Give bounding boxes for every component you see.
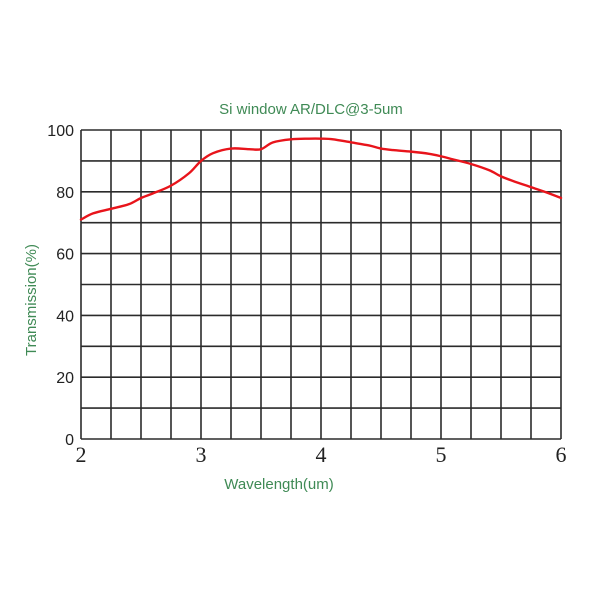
x-axis-ticks: 2 3 4 5 6 bbox=[76, 442, 567, 467]
x-tick-label: 5 bbox=[436, 442, 447, 467]
y-tick-label: 0 bbox=[65, 432, 74, 449]
y-tick-label: 20 bbox=[56, 370, 74, 387]
y-axis-ticks: 0 20 40 60 80 100 bbox=[47, 123, 74, 449]
y-axis-label: Transmission(%) bbox=[23, 244, 40, 356]
x-axis-label: Wavelength(um) bbox=[224, 476, 333, 493]
x-tick-label: 2 bbox=[76, 442, 87, 467]
y-tick-label: 60 bbox=[56, 247, 74, 264]
transmission-curve bbox=[79, 137, 563, 221]
y-tick-label: 100 bbox=[47, 123, 74, 140]
x-tick-label: 3 bbox=[196, 442, 207, 467]
x-tick-label: 4 bbox=[316, 442, 327, 467]
x-tick-label: 6 bbox=[556, 442, 567, 467]
chart-title: Si window AR/DLC@3-5um bbox=[219, 101, 403, 118]
y-tick-label: 80 bbox=[56, 185, 74, 202]
plot-grid bbox=[80, 129, 562, 440]
y-tick-label: 40 bbox=[56, 308, 74, 325]
